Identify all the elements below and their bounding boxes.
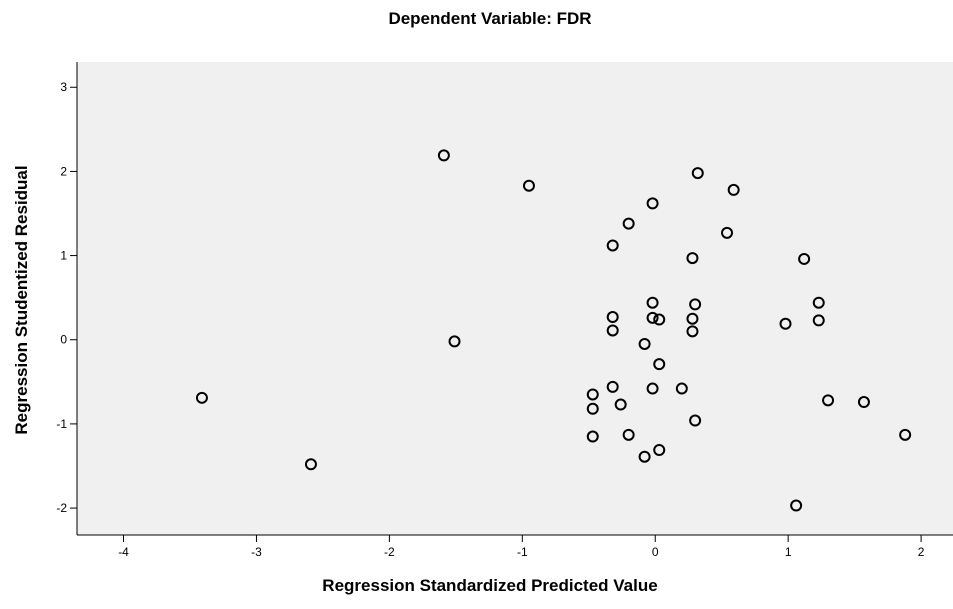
point [586, 388, 599, 401]
point [689, 414, 702, 427]
y-tick-label: 2 [60, 164, 67, 178]
point [622, 217, 635, 230]
point [614, 398, 627, 411]
point [653, 443, 666, 456]
point [689, 298, 702, 311]
point [822, 394, 835, 407]
y-tick-label: 0 [60, 333, 67, 347]
point [779, 317, 792, 330]
y-tick-label: -1 [56, 417, 67, 431]
point [691, 167, 704, 180]
point [646, 197, 659, 210]
point [721, 226, 734, 239]
point [448, 335, 461, 348]
y-tick-label: 3 [60, 80, 67, 94]
point [727, 183, 740, 196]
point [790, 499, 803, 512]
point [586, 402, 599, 415]
point [857, 396, 870, 409]
point [606, 324, 619, 337]
point [646, 296, 659, 309]
point [646, 382, 659, 395]
x-axis-label: Regression Standardized Predicted Value [322, 576, 657, 595]
y-tick-label: 1 [60, 249, 67, 263]
x-tick-label: -3 [251, 545, 262, 559]
point [304, 458, 317, 471]
x-tick-label: -2 [384, 545, 395, 559]
point [638, 337, 651, 350]
point [622, 428, 635, 441]
x-tick-label: -1 [517, 545, 528, 559]
point [586, 430, 599, 443]
point [899, 428, 912, 441]
point [638, 450, 651, 463]
point [653, 358, 666, 371]
point [606, 311, 619, 324]
point [653, 313, 666, 326]
point [606, 239, 619, 252]
point [437, 149, 450, 162]
plot-area [77, 62, 953, 535]
point [686, 252, 699, 265]
point [606, 380, 619, 393]
x-tick-label: 1 [785, 545, 792, 559]
point [675, 382, 688, 395]
point [646, 311, 659, 324]
x-tick-label: 2 [918, 545, 925, 559]
point [798, 252, 811, 265]
x-tick-label: 0 [652, 545, 659, 559]
x-tick-label: -4 [118, 545, 129, 559]
point [522, 179, 535, 192]
point [812, 314, 825, 327]
point [686, 325, 699, 338]
point [812, 296, 825, 309]
y-axis-label: Regression Studentized Residual [12, 165, 31, 434]
chart-title: Dependent Variable: FDR [388, 9, 591, 28]
point [195, 391, 208, 404]
y-tick-label: -2 [56, 501, 67, 515]
point [686, 312, 699, 325]
